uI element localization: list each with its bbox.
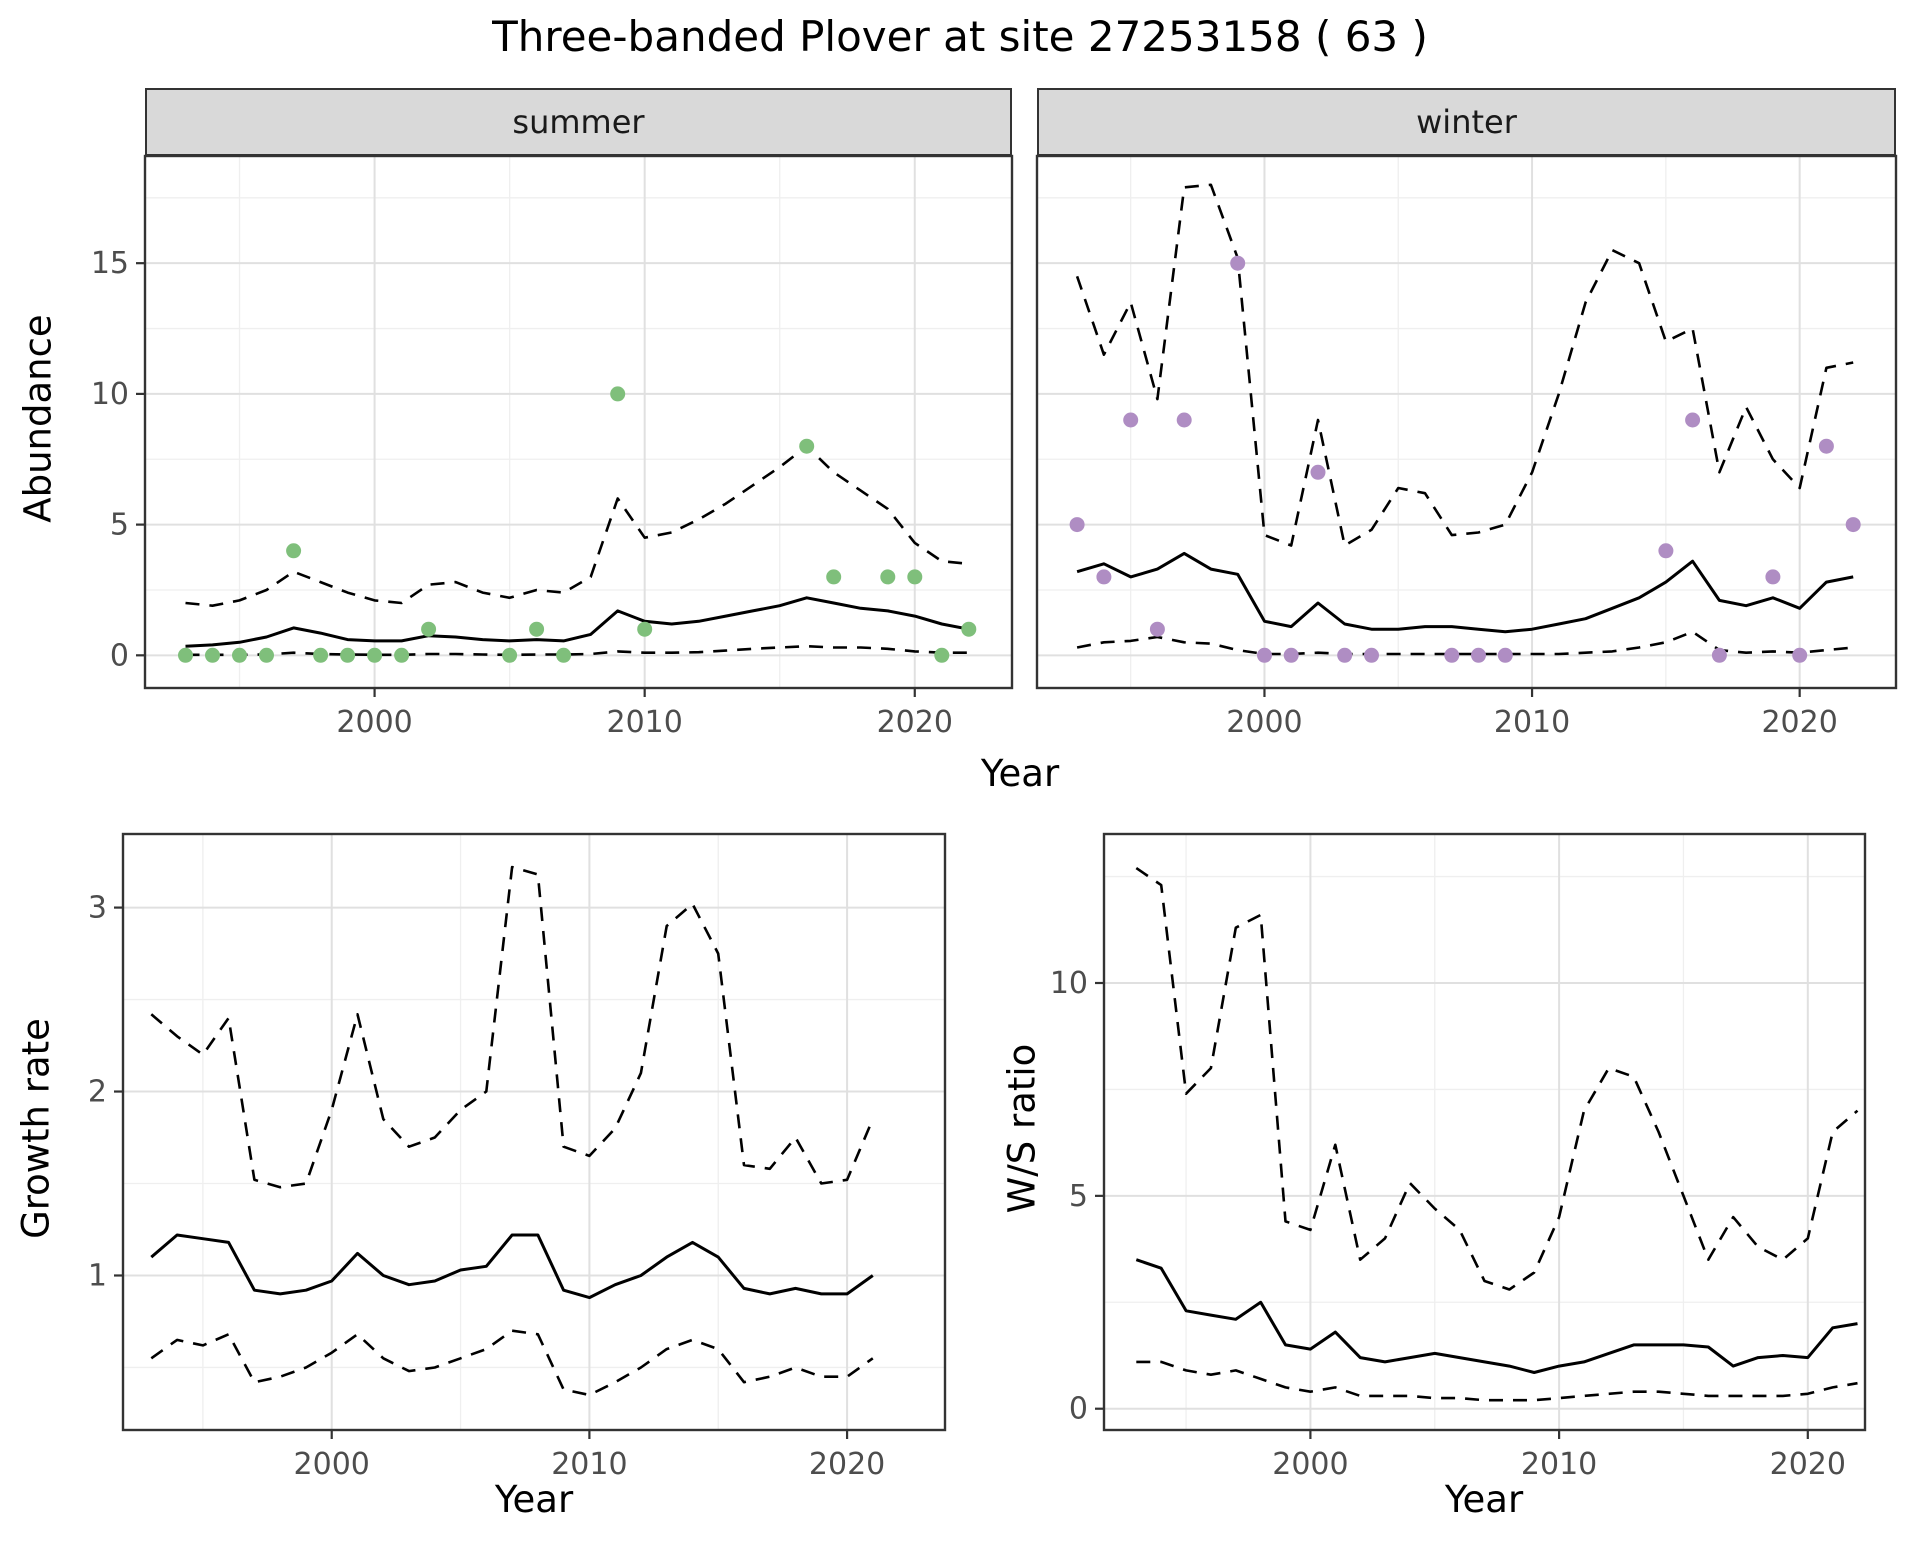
observation-point xyxy=(259,647,274,663)
panel-growth-rate: 2000 2010 2020 1 2 3 xyxy=(88,832,947,1482)
x-tick-label: 2020 xyxy=(877,705,953,740)
observation-point xyxy=(313,647,329,663)
upper95-line xyxy=(1075,183,1854,547)
observation-point xyxy=(556,647,572,663)
observation-point xyxy=(799,438,815,454)
x-axis-title-ratio: Year xyxy=(1444,1478,1524,1521)
data-layer xyxy=(150,865,874,1397)
observation-point xyxy=(1123,412,1139,428)
observation-point xyxy=(1818,438,1834,454)
x-tick-label: 2020 xyxy=(809,1447,885,1482)
observation-point xyxy=(1096,569,1112,585)
x-tick-label: 2010 xyxy=(551,1447,627,1482)
observation-point xyxy=(421,621,437,637)
x-axis-title-growth: Year xyxy=(494,1478,574,1521)
panel-abundance-winter: 2000 2010 2020 xyxy=(1035,154,1898,740)
y-axis-title-growth: Growth rate xyxy=(14,1018,58,1239)
observation-point xyxy=(1257,647,1272,663)
panel-border xyxy=(1102,832,1867,1432)
panel-border xyxy=(143,154,1014,690)
y-tick-label: 0 xyxy=(1069,1392,1088,1427)
mean-line xyxy=(1076,551,1854,634)
x-tick-label: 2010 xyxy=(606,705,682,740)
mean-line xyxy=(185,596,970,648)
observation-point xyxy=(637,621,653,637)
data-layer xyxy=(1135,867,1859,1402)
x-tick-label: 2000 xyxy=(1226,705,1302,740)
observation-point xyxy=(502,647,518,663)
data-layer xyxy=(1069,183,1861,663)
observation-point xyxy=(1471,647,1486,663)
lower95-line xyxy=(1136,1360,1858,1402)
observation-point xyxy=(1230,255,1246,271)
data-layer xyxy=(178,386,977,663)
upper95-line xyxy=(185,444,969,607)
observation-point xyxy=(610,386,626,402)
lower95-line xyxy=(185,644,969,657)
upper95-line xyxy=(1135,867,1859,1291)
x-tick-label: 2010 xyxy=(1494,705,1570,740)
observation-point xyxy=(394,647,410,663)
observation-point xyxy=(1069,517,1085,533)
observation-point xyxy=(1658,543,1674,559)
panel-border xyxy=(1035,154,1898,690)
panel-border xyxy=(121,832,947,1432)
observation-point xyxy=(1497,647,1513,663)
plot-title: Three-banded Plover at site 27253158 ( 6… xyxy=(492,12,1428,61)
y-tick-label: 0 xyxy=(110,638,129,673)
observation-point xyxy=(529,621,545,637)
observation-point xyxy=(826,569,842,585)
x-tick-label: 2010 xyxy=(1521,1447,1597,1482)
x-axis-title-top: Year xyxy=(980,752,1060,795)
observation-point xyxy=(1711,647,1727,663)
observation-point xyxy=(961,621,977,637)
observation-point xyxy=(178,647,193,663)
observation-point xyxy=(1845,517,1861,533)
y-tick-label: 10 xyxy=(1050,966,1088,1001)
facet-strip-winter: winter xyxy=(1037,88,1896,156)
observation-point xyxy=(880,569,896,585)
observation-point xyxy=(1337,647,1353,663)
observation-point xyxy=(1685,412,1701,428)
mean-line xyxy=(1135,1258,1858,1374)
y-tick-label: 15 xyxy=(91,246,129,281)
y-tick-label: 2 xyxy=(88,1075,107,1110)
observation-point xyxy=(907,569,923,585)
mean-line xyxy=(150,1233,874,1300)
observation-point xyxy=(1283,647,1299,663)
observation-point xyxy=(340,647,356,663)
facet-strip-summer: summer xyxy=(145,88,1012,156)
panel-ws-ratio: 2000 2010 2020 0 5 10 xyxy=(1050,832,1867,1482)
observation-point xyxy=(205,647,220,663)
x-tick-label: 2000 xyxy=(294,1447,370,1482)
observation-point xyxy=(1364,647,1379,663)
x-tick-label: 2000 xyxy=(336,705,412,740)
lower95-line xyxy=(150,1329,874,1397)
x-tick-label: 2000 xyxy=(1272,1447,1348,1482)
upper95-line xyxy=(150,865,874,1189)
observation-point xyxy=(1176,412,1192,428)
y-tick-label: 3 xyxy=(88,891,107,926)
observation-point xyxy=(934,647,950,663)
y-axis-title-abundance: Abundance xyxy=(16,314,60,523)
lower95-line xyxy=(1076,630,1854,656)
observation-point xyxy=(1765,569,1781,585)
observation-point xyxy=(1310,464,1326,480)
y-tick-label: 10 xyxy=(91,377,129,412)
observation-point xyxy=(1444,647,1460,663)
x-tick-label: 2020 xyxy=(1770,1447,1846,1482)
observation-point xyxy=(1149,621,1165,637)
observation-point xyxy=(286,543,302,559)
y-axis-title-ratio: W/S ratio xyxy=(1000,1043,1044,1214)
x-tick-label: 2020 xyxy=(1761,705,1837,740)
y-tick-label: 5 xyxy=(110,508,129,543)
y-tick-label: 5 xyxy=(1069,1179,1088,1214)
observation-point xyxy=(367,647,383,663)
y-tick-label: 1 xyxy=(88,1258,107,1293)
observation-point xyxy=(232,647,247,663)
observation-point xyxy=(1792,647,1808,663)
panel-abundance-summer: 2000 2010 2020 0 5 10 15 xyxy=(91,154,1014,740)
